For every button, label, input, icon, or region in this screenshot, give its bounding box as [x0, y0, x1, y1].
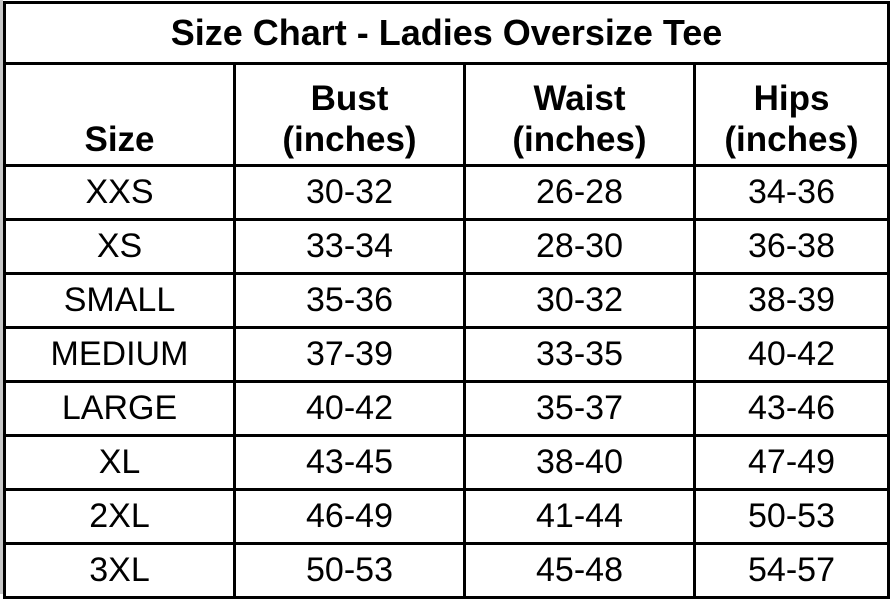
cell-size: XS — [3, 218, 236, 275]
cell-hips: 38-39 — [693, 272, 890, 329]
cell-hips: 40-42 — [693, 326, 890, 383]
header-waist: Waist (inches) — [463, 62, 696, 167]
cell-size: LARGE — [3, 380, 236, 437]
sheet-edge — [0, 0, 3, 594]
cell-size: SMALL — [3, 272, 236, 329]
table-row: MEDIUM 37-39 33-35 40-42 — [3, 326, 890, 383]
header-size: Size — [3, 62, 236, 167]
table-row: SMALL 35-36 30-32 38-39 — [3, 272, 890, 329]
cell-waist: 28-30 — [463, 218, 696, 275]
table-row: 2XL 46-49 41-44 50-53 — [3, 488, 890, 545]
header-hips: Hips (inches) — [693, 62, 890, 167]
cell-bust: 37-39 — [233, 326, 466, 383]
cell-bust: 33-34 — [233, 218, 466, 275]
cell-waist: 35-37 — [463, 380, 696, 437]
cell-size: XXS — [3, 164, 236, 221]
cell-bust: 40-42 — [233, 380, 466, 437]
cell-size: XL — [3, 434, 236, 491]
table-row: XS 33-34 28-30 36-38 — [3, 218, 890, 275]
size-chart-table: Size Chart - Ladies Oversize Tee Size Bu… — [3, 1, 890, 599]
cell-size: 2XL — [3, 488, 236, 545]
cell-hips: 50-53 — [693, 488, 890, 545]
cell-hips: 34-36 — [693, 164, 890, 221]
cell-waist: 38-40 — [463, 434, 696, 491]
cell-waist: 41-44 — [463, 488, 696, 545]
cell-waist: 30-32 — [463, 272, 696, 329]
table-row: XXS 30-32 26-28 34-36 — [3, 164, 890, 221]
cell-waist: 26-28 — [463, 164, 696, 221]
cell-size: MEDIUM — [3, 326, 236, 383]
table-row: XL 43-45 38-40 47-49 — [3, 434, 890, 491]
cell-hips: 47-49 — [693, 434, 890, 491]
cell-waist: 33-35 — [463, 326, 696, 383]
cell-bust: 46-49 — [233, 488, 466, 545]
cell-waist: 45-48 — [463, 542, 696, 599]
table-row: 3XL 50-53 45-48 54-57 — [3, 542, 890, 599]
chart-title: Size Chart - Ladies Oversize Tee — [3, 1, 890, 65]
header-row: Size Bust (inches) Waist (inches) Hips (inc… — [3, 62, 890, 167]
header-bust: Bust (inches) — [233, 62, 466, 167]
cell-hips: 36-38 — [693, 218, 890, 275]
cell-bust: 43-45 — [233, 434, 466, 491]
cell-hips: 43-46 — [693, 380, 890, 437]
cell-hips: 54-57 — [693, 542, 890, 599]
cell-bust: 50-53 — [233, 542, 466, 599]
cell-bust: 35-36 — [233, 272, 466, 329]
table-row: LARGE 40-42 35-37 43-46 — [3, 380, 890, 437]
cell-size: 3XL — [3, 542, 236, 599]
cell-bust: 30-32 — [233, 164, 466, 221]
